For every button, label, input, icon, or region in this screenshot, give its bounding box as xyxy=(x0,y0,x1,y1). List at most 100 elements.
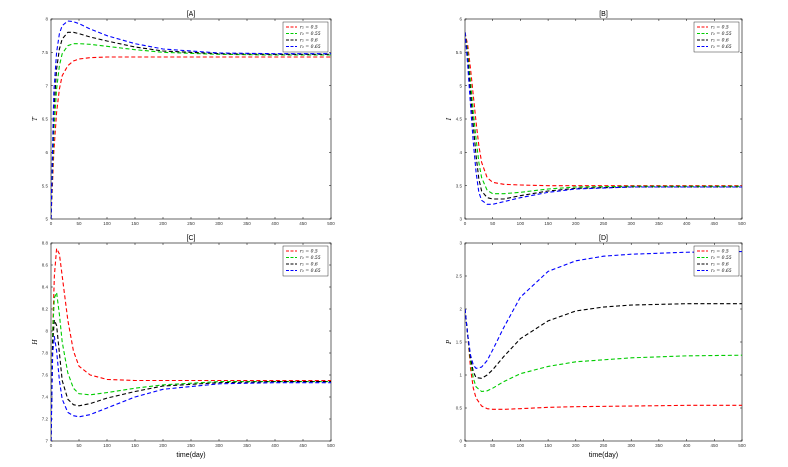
y-tick-label: 8.2 xyxy=(42,307,49,312)
x-tick-label: 50 xyxy=(490,443,496,448)
x-tick-label: 150 xyxy=(131,221,139,226)
y-tick-label: 6 xyxy=(45,150,48,155)
y-axis-label: H xyxy=(32,339,39,346)
y-tick-label: 2.5 xyxy=(456,274,463,279)
y-tick-label: 8.4 xyxy=(42,285,49,290)
y-tick-label: 1 xyxy=(459,373,462,378)
legend-label-3: r₁ = 0.65 xyxy=(711,44,732,50)
y-tick-label: 4.5 xyxy=(456,117,463,122)
x-tick-label: 500 xyxy=(327,443,335,448)
chart-panel-2: [C] 0 50 100 150 200 250 300 350 400 450 500 7 7.2 7.4… xyxy=(32,235,335,459)
y-tick-label: 1.5 xyxy=(456,340,463,345)
x-tick-label: 300 xyxy=(215,443,223,448)
series-line-2 xyxy=(51,319,331,441)
legend-label-1: r₁ = 0.55 xyxy=(300,31,321,37)
series-line-0 xyxy=(465,32,742,187)
chart-title: [C] xyxy=(187,235,196,242)
legend-label-2: r₁ = 0.6 xyxy=(300,38,318,44)
x-tick-label: 250 xyxy=(600,443,608,448)
x-tick-label: 400 xyxy=(683,443,691,448)
x-tick-label: 50 xyxy=(76,443,82,448)
x-tick-label: 350 xyxy=(655,443,663,448)
series-line-1 xyxy=(465,308,742,393)
x-tick-label: 100 xyxy=(517,221,525,226)
legend-label-1: r₁ = 0.55 xyxy=(711,255,732,261)
y-tick-label: 3 xyxy=(459,241,462,246)
series-line-3 xyxy=(51,20,331,219)
legend-label-3: r₁ = 0.65 xyxy=(300,44,321,50)
x-tick-label: 200 xyxy=(572,443,580,448)
legend-label-0: r₁ = 0.5 xyxy=(711,25,729,31)
y-tick-label: 7.8 xyxy=(42,351,49,356)
legend-label-1: r₁ = 0.55 xyxy=(711,31,732,37)
legend-label-0: r₁ = 0.5 xyxy=(300,249,318,255)
x-tick-label: 300 xyxy=(215,221,223,226)
x-tick-label: 0 xyxy=(464,443,467,448)
series-line-3 xyxy=(465,251,742,369)
x-tick-label: 500 xyxy=(738,221,746,226)
legend-label-1: r₁ = 0.55 xyxy=(300,255,321,261)
x-tick-label: 300 xyxy=(627,443,635,448)
x-tick-label: 500 xyxy=(327,221,335,226)
x-tick-label: 200 xyxy=(572,221,580,226)
chart-title: [D] xyxy=(599,235,608,242)
x-axis-label: time(day) xyxy=(589,452,618,459)
y-tick-label: 2 xyxy=(459,307,462,312)
series-line-1 xyxy=(51,291,331,441)
x-tick-label: 250 xyxy=(187,443,195,448)
y-tick-label: 7.2 xyxy=(42,417,49,422)
x-tick-label: 350 xyxy=(243,443,251,448)
series-line-3 xyxy=(51,335,331,441)
chart-panel-0: [A] 0 50 100 150 200 250 300 350 400 450 500 5 5.5 6 6.… xyxy=(32,11,335,226)
x-tick-label: 450 xyxy=(299,221,307,226)
x-tick-label: 200 xyxy=(159,443,167,448)
x-tick-label: 100 xyxy=(103,221,111,226)
x-tick-label: 50 xyxy=(76,221,82,226)
x-tick-label: 50 xyxy=(490,221,496,226)
legend-label-0: r₁ = 0.5 xyxy=(300,25,318,31)
series-line-3 xyxy=(465,32,742,205)
x-tick-label: 250 xyxy=(600,221,608,226)
chart-title: [B] xyxy=(599,11,608,18)
x-tick-label: 400 xyxy=(271,443,279,448)
x-axis-label: time(day) xyxy=(176,452,205,459)
x-tick-label: 250 xyxy=(187,221,195,226)
y-tick-label: 5.5 xyxy=(456,50,463,55)
chart-title: [A] xyxy=(187,11,196,18)
y-tick-label: 5 xyxy=(459,83,462,88)
y-tick-label: 0 xyxy=(459,439,462,444)
y-tick-label: 5 xyxy=(45,217,48,222)
x-tick-label: 400 xyxy=(271,221,279,226)
y-tick-label: 3.5 xyxy=(456,183,463,188)
x-tick-label: 400 xyxy=(683,221,691,226)
y-tick-label: 6 xyxy=(459,17,462,22)
x-tick-label: 150 xyxy=(544,221,552,226)
x-tick-label: 0 xyxy=(464,221,467,226)
x-tick-label: 500 xyxy=(738,443,746,448)
series-line-0 xyxy=(51,247,331,441)
y-axis-label: T xyxy=(32,116,39,121)
series-line-1 xyxy=(465,32,742,195)
x-tick-label: 100 xyxy=(517,443,525,448)
chart-panel-3: [D] 0 50 100 150 200 250 300 350 400 450 500 0 0.5 1 1.… xyxy=(446,235,746,459)
series-line-2 xyxy=(465,32,742,200)
x-tick-label: 200 xyxy=(159,221,167,226)
y-tick-label: 4 xyxy=(459,150,462,155)
x-tick-label: 450 xyxy=(711,221,719,226)
x-tick-label: 300 xyxy=(627,221,635,226)
y-tick-label: 3 xyxy=(459,217,462,222)
y-tick-label: 8 xyxy=(45,17,48,22)
series-line-2 xyxy=(51,31,331,219)
x-tick-label: 100 xyxy=(103,443,111,448)
legend-label-3: r₁ = 0.65 xyxy=(300,268,321,274)
series-line-0 xyxy=(465,308,742,410)
x-tick-label: 0 xyxy=(50,221,53,226)
y-tick-label: 7.5 xyxy=(42,50,49,55)
y-tick-label: 8 xyxy=(45,329,48,334)
x-tick-label: 0 xyxy=(50,443,53,448)
legend-label-2: r₁ = 0.6 xyxy=(300,262,318,268)
y-axis-label: P xyxy=(446,339,453,345)
